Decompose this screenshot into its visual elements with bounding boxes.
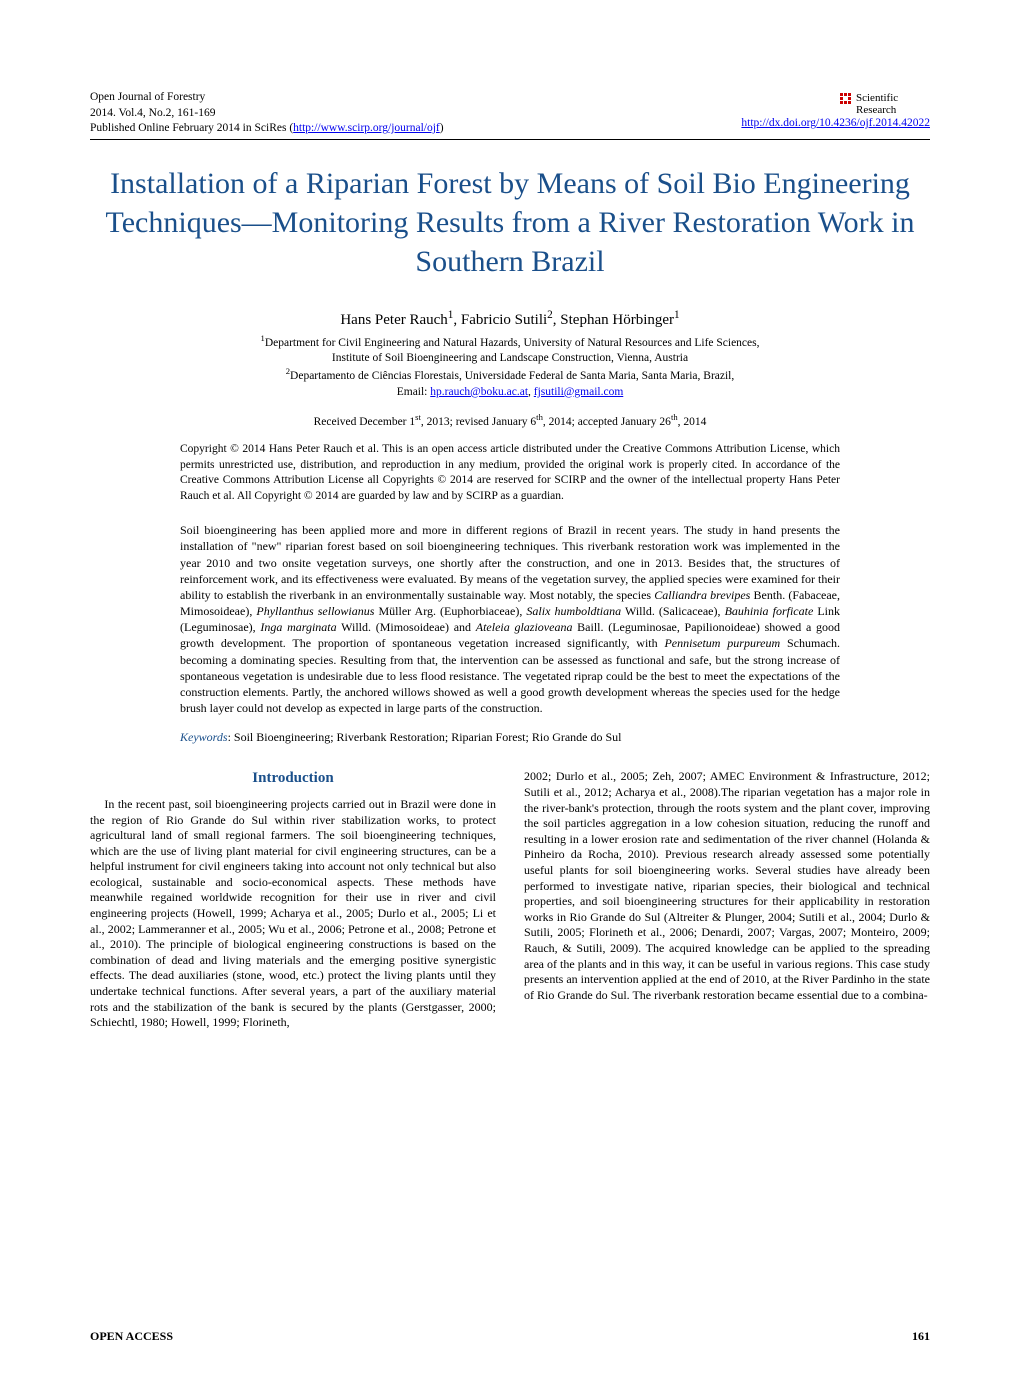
body-paragraph: In the recent past, soil bioengineering … bbox=[90, 797, 496, 1031]
author-email-link[interactable]: fjsutili@gmail.com bbox=[534, 386, 623, 398]
svg-text:Research: Research bbox=[856, 104, 897, 116]
keywords-label: Keywords bbox=[180, 730, 228, 744]
left-column: Introduction In the recent past, soil bi… bbox=[90, 769, 496, 1030]
article-dates: Received December 1st, 2013; revised Jan… bbox=[90, 412, 930, 428]
published-line: Published Online February 2014 in SciRes… bbox=[90, 121, 741, 137]
page-container: Open Journal of Forestry 2014. Vol.4, No… bbox=[0, 0, 1020, 1384]
affiliation-line: 2Departamento de Ciências Florestais, Un… bbox=[90, 366, 930, 384]
journal-name: Open Journal of Forestry bbox=[90, 90, 741, 106]
abstract-text: Soil bioengineering has been applied mor… bbox=[180, 522, 840, 716]
svg-text:Scientific: Scientific bbox=[856, 92, 898, 104]
author-email-link[interactable]: hp.rauch@boku.ac.at bbox=[430, 386, 528, 398]
published-suffix: ) bbox=[440, 122, 444, 134]
affiliations: 1Department for Civil Engineering and Na… bbox=[90, 333, 930, 401]
running-header: Open Journal of Forestry 2014. Vol.4, No… bbox=[90, 90, 930, 137]
email-prefix: Email: bbox=[397, 386, 431, 398]
issue-line: 2014. Vol.4, No.2, 161-169 bbox=[90, 106, 741, 122]
open-access-label: OPEN ACCESS bbox=[90, 1329, 173, 1344]
page-number: 161 bbox=[912, 1329, 930, 1344]
affiliation-line: 1Department for Civil Engineering and Na… bbox=[90, 333, 930, 351]
journal-url-link[interactable]: http://www.scirp.org/journal/ojf bbox=[293, 122, 440, 134]
body-columns: Introduction In the recent past, soil bi… bbox=[90, 769, 930, 1030]
header-left: Open Journal of Forestry 2014. Vol.4, No… bbox=[90, 90, 741, 137]
email-line: Email: hp.rauch@boku.ac.at, fjsutili@gma… bbox=[90, 385, 930, 401]
header-rule bbox=[90, 139, 930, 140]
keywords-value: : Soil Bioengineering; Riverbank Restora… bbox=[228, 730, 622, 744]
doi-link[interactable]: http://dx.doi.org/10.4236/ojf.2014.42022 bbox=[741, 117, 930, 129]
copyright-notice: Copyright © 2014 Hans Peter Rauch et al.… bbox=[180, 442, 840, 504]
publisher-logo: Scientific Research bbox=[741, 90, 930, 116]
right-column: 2002; Durlo et al., 2005; Zeh, 2007; AME… bbox=[524, 769, 930, 1030]
section-heading-introduction: Introduction bbox=[90, 769, 496, 789]
page-footer: OPEN ACCESS 161 bbox=[90, 1329, 930, 1344]
article-title: Installation of a Riparian Forest by Mea… bbox=[90, 164, 930, 281]
published-prefix: Published Online February 2014 in SciRes… bbox=[90, 122, 293, 134]
affiliation-line: Institute of Soil Bioengineering and Lan… bbox=[90, 351, 930, 367]
author-list: Hans Peter Rauch1, Fabricio Sutili2, Ste… bbox=[90, 309, 930, 329]
keywords-line: Keywords: Soil Bioengineering; Riverbank… bbox=[180, 730, 840, 745]
body-paragraph: 2002; Durlo et al., 2005; Zeh, 2007; AME… bbox=[524, 769, 930, 1003]
header-right: Scientific Research http://dx.doi.org/10… bbox=[741, 90, 930, 132]
